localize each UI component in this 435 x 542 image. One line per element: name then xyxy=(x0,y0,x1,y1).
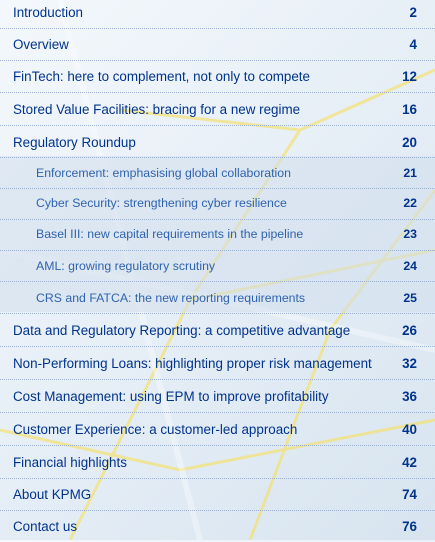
toc-entry-title: Enforcement: emphasising global collabor… xyxy=(36,166,291,180)
toc-entry-page: 26 xyxy=(402,322,417,338)
toc-entry-title: Financial highlights xyxy=(13,454,127,470)
toc-entry-page: 76 xyxy=(402,518,417,534)
toc-entry-stored-value-facilities[interactable]: Stored Value Facilities: bracing for a n… xyxy=(0,93,435,125)
toc-entry-title: Stored Value Facilities: bracing for a n… xyxy=(13,101,301,117)
divider xyxy=(0,346,435,347)
toc-entry-title: AML: growing regulatory scrutiny xyxy=(36,259,216,273)
toc-entry-fintech[interactable]: FinTech: here to complement, not only to… xyxy=(0,60,435,92)
toc-entry-title: Non-Performing Loans: highlighting prope… xyxy=(13,355,372,371)
toc-entry-cost-management[interactable]: Cost Management: using EPM to improve pr… xyxy=(0,380,435,412)
toc-entry-title: CRS and FATCA: the new reporting require… xyxy=(36,291,306,305)
toc-entry-page: 74 xyxy=(402,486,417,502)
toc-entry-page: 24 xyxy=(403,259,417,273)
toc-entry-about-kpmg[interactable]: About KPMG 74 xyxy=(0,478,435,510)
toc-entry-title: FinTech: here to complement, not only to… xyxy=(13,68,310,84)
toc-entry-title: Customer Experience: a customer-led appr… xyxy=(13,421,298,437)
toc-entry-page: 12 xyxy=(402,68,417,84)
divider xyxy=(0,510,435,511)
toc-entry-page: 2 xyxy=(409,4,417,20)
toc-subentry-basel-iii[interactable]: Basel III: new capital requirements in t… xyxy=(0,218,435,250)
subsection-band xyxy=(0,156,435,312)
toc-entry-title: Introduction xyxy=(13,4,83,20)
toc-subentry-aml[interactable]: AML: growing regulatory scrutiny 24 xyxy=(0,250,435,282)
toc-entry-title: Cyber Security: strengthening cyber resi… xyxy=(36,196,287,210)
divider xyxy=(0,281,435,282)
toc-entry-title: Contact us xyxy=(13,518,78,534)
toc-entry-customer-experience[interactable]: Customer Experience: a customer-led appr… xyxy=(0,413,435,445)
toc-entry-regulatory-roundup[interactable]: Regulatory Roundup 20 xyxy=(0,126,435,158)
toc-entry-financial-highlights[interactable]: Financial highlights 42 xyxy=(0,446,435,478)
toc-entry-title: Data and Regulatory Reporting: a competi… xyxy=(13,322,351,338)
toc-entry-page: 40 xyxy=(402,421,417,437)
toc-entry-title: Basel III: new capital requirements in t… xyxy=(36,227,304,241)
toc-subentry-crs-fatca[interactable]: CRS and FATCA: the new reporting require… xyxy=(0,282,435,314)
toc-entry-page: 16 xyxy=(402,101,417,117)
divider xyxy=(0,478,435,479)
toc-entry-page: 32 xyxy=(402,355,417,371)
toc-entry-introduction[interactable]: Introduction 2 xyxy=(0,0,435,28)
toc-entry-page: 4 xyxy=(409,36,417,52)
toc-entry-page: 22 xyxy=(403,196,417,210)
divider xyxy=(0,60,435,61)
toc-entry-page: 25 xyxy=(403,291,417,305)
toc-entry-title: Cost Management: using EPM to improve pr… xyxy=(13,388,329,404)
divider xyxy=(0,379,435,380)
toc-subentry-enforcement[interactable]: Enforcement: emphasising global collabor… xyxy=(0,157,435,189)
toc-entry-contact-us[interactable]: Contact us 76 xyxy=(0,510,435,542)
divider xyxy=(0,313,435,314)
divider xyxy=(0,219,435,220)
toc-entry-page: 36 xyxy=(402,388,417,404)
divider xyxy=(0,92,435,93)
toc-subentry-cyber-security[interactable]: Cyber Security: strengthening cyber resi… xyxy=(0,187,435,219)
toc-entry-overview[interactable]: Overview 4 xyxy=(0,28,435,60)
divider xyxy=(0,412,435,413)
toc-entry-page: 21 xyxy=(403,166,417,180)
divider xyxy=(0,28,435,29)
divider xyxy=(0,445,435,446)
toc-entry-page: 20 xyxy=(402,134,417,150)
divider xyxy=(0,250,435,251)
divider xyxy=(0,188,435,189)
divider xyxy=(0,125,435,126)
toc-entry-title: Regulatory Roundup xyxy=(13,134,136,150)
toc-entry-page: 23 xyxy=(403,227,417,241)
toc-entry-non-performing-loans[interactable]: Non-Performing Loans: highlighting prope… xyxy=(0,347,435,379)
toc-entry-page: 42 xyxy=(402,454,417,470)
toc-entry-title: Overview xyxy=(13,36,69,52)
toc-entry-data-regulatory-reporting[interactable]: Data and Regulatory Reporting: a competi… xyxy=(0,314,435,346)
toc-entry-title: About KPMG xyxy=(13,486,92,502)
divider xyxy=(0,157,435,158)
